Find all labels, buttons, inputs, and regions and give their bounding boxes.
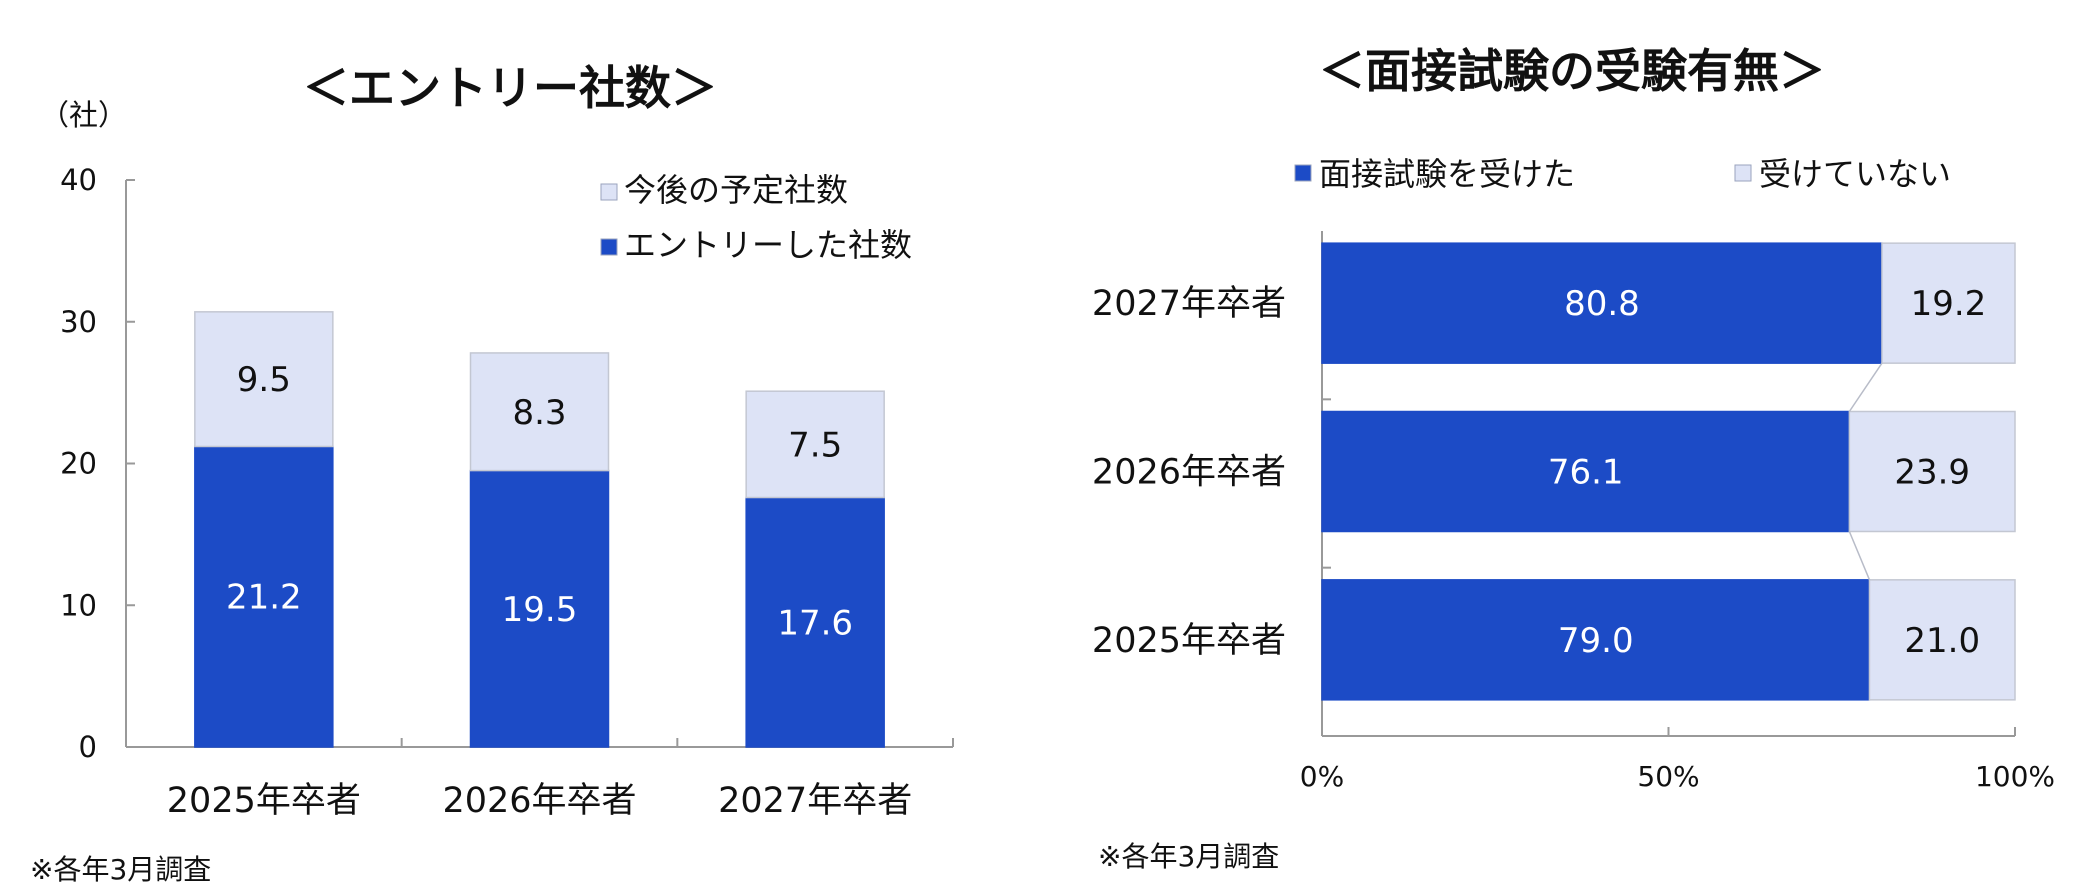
left-legend-swatch bbox=[600, 238, 618, 256]
entry-count-chart: ＜エントリー社数＞ （社） 0 10 20 30 40 21.2 9.5 19.5 8.3 17… bbox=[30, 61, 954, 886]
not-interviewed-bar bbox=[1881, 242, 2016, 364]
left-legend-swatch bbox=[600, 183, 618, 201]
left-y-tick-label: 0 bbox=[79, 730, 97, 764]
right-data-label: 76.1 bbox=[1548, 453, 1624, 493]
right-data-label: 80.8 bbox=[1564, 284, 1640, 324]
right-legend: 面接試験を受けた 受けていない bbox=[1294, 155, 1951, 193]
right-category-label: 2027年卒者 bbox=[1092, 284, 1286, 324]
left-unit-label: （社） bbox=[40, 98, 127, 132]
planned-bar bbox=[745, 390, 885, 499]
right-connectors bbox=[1848, 362, 1883, 581]
right-y-axis: 2027年卒者 2026年卒者 2025年卒者 bbox=[1092, 284, 1286, 661]
right-legend-label: 面接試験を受けた bbox=[1319, 155, 1575, 193]
left-category-label: 2026年卒者 bbox=[442, 781, 636, 821]
left-y-tick-label: 30 bbox=[60, 305, 97, 339]
right-x-tick-label: 0% bbox=[1300, 760, 1344, 793]
left-x-axis: 2025年卒者 2026年卒者 2027年卒者 bbox=[167, 738, 954, 821]
interviewed-bar bbox=[1321, 410, 1851, 533]
left-category-label: 2025年卒者 bbox=[167, 781, 361, 821]
right-bars: 80.8 19.2 76.1 23.9 79.0 21.0 bbox=[1321, 242, 2016, 701]
right-data-label: 19.2 bbox=[1911, 284, 1987, 324]
interview-chart: ＜面接試験の受験有無＞ 面接試験を受けた 受けていない 80.8 19.2 76.1 2… bbox=[1092, 44, 2055, 873]
right-data-label: 23.9 bbox=[1894, 453, 1970, 493]
left-y-tick-label: 40 bbox=[60, 163, 97, 197]
right-data-label: 21.0 bbox=[1904, 621, 1980, 661]
not-interviewed-bar bbox=[1848, 410, 2016, 533]
right-category-label: 2025年卒者 bbox=[1092, 621, 1286, 661]
right-data-label: 79.0 bbox=[1558, 621, 1634, 661]
not-interviewed-bar bbox=[1868, 579, 2016, 701]
left-bars: 21.2 9.5 19.5 8.3 17.6 7.5 bbox=[194, 311, 885, 748]
right-legend-label: 受けていない bbox=[1759, 155, 1951, 193]
left-y-tick-label: 20 bbox=[60, 447, 97, 481]
left-category-label: 2027年卒者 bbox=[718, 781, 912, 821]
series-connector-line bbox=[1848, 362, 1883, 412]
left-chart-title: ＜エントリー社数＞ bbox=[303, 61, 717, 115]
right-legend-swatch bbox=[1734, 164, 1752, 182]
left-legend-label: エントリーした社数 bbox=[624, 226, 912, 264]
right-legend-swatch bbox=[1294, 164, 1312, 182]
left-data-label: 8.3 bbox=[512, 393, 566, 433]
left-y-tick-label: 10 bbox=[60, 588, 97, 622]
right-x-axis: 0% 50% 100% bbox=[1300, 727, 2055, 793]
series-connector-line bbox=[1848, 531, 1871, 581]
planned-bar bbox=[194, 311, 334, 448]
right-chart-title: ＜面接試験の受験有無＞ bbox=[1319, 44, 1825, 98]
right-note: ※各年3月調査 bbox=[1098, 840, 1279, 873]
left-data-label: 21.2 bbox=[226, 578, 302, 618]
left-data-label: 7.5 bbox=[788, 425, 842, 465]
left-data-label: 9.5 bbox=[237, 360, 291, 400]
left-note: ※各年3月調査 bbox=[30, 853, 211, 886]
interviewed-bar bbox=[1321, 242, 1883, 364]
right-category-label: 2026年卒者 bbox=[1092, 453, 1286, 493]
left-legend-label: 今後の予定社数 bbox=[624, 171, 848, 209]
right-x-tick-label: 50% bbox=[1637, 760, 1699, 793]
right-x-tick-label: 100% bbox=[1975, 760, 2055, 793]
left-data-label: 19.5 bbox=[502, 590, 578, 630]
entry-bar bbox=[745, 496, 885, 748]
left-data-label: 17.6 bbox=[777, 603, 853, 643]
entry-bar bbox=[469, 469, 610, 748]
planned-bar bbox=[469, 352, 610, 472]
